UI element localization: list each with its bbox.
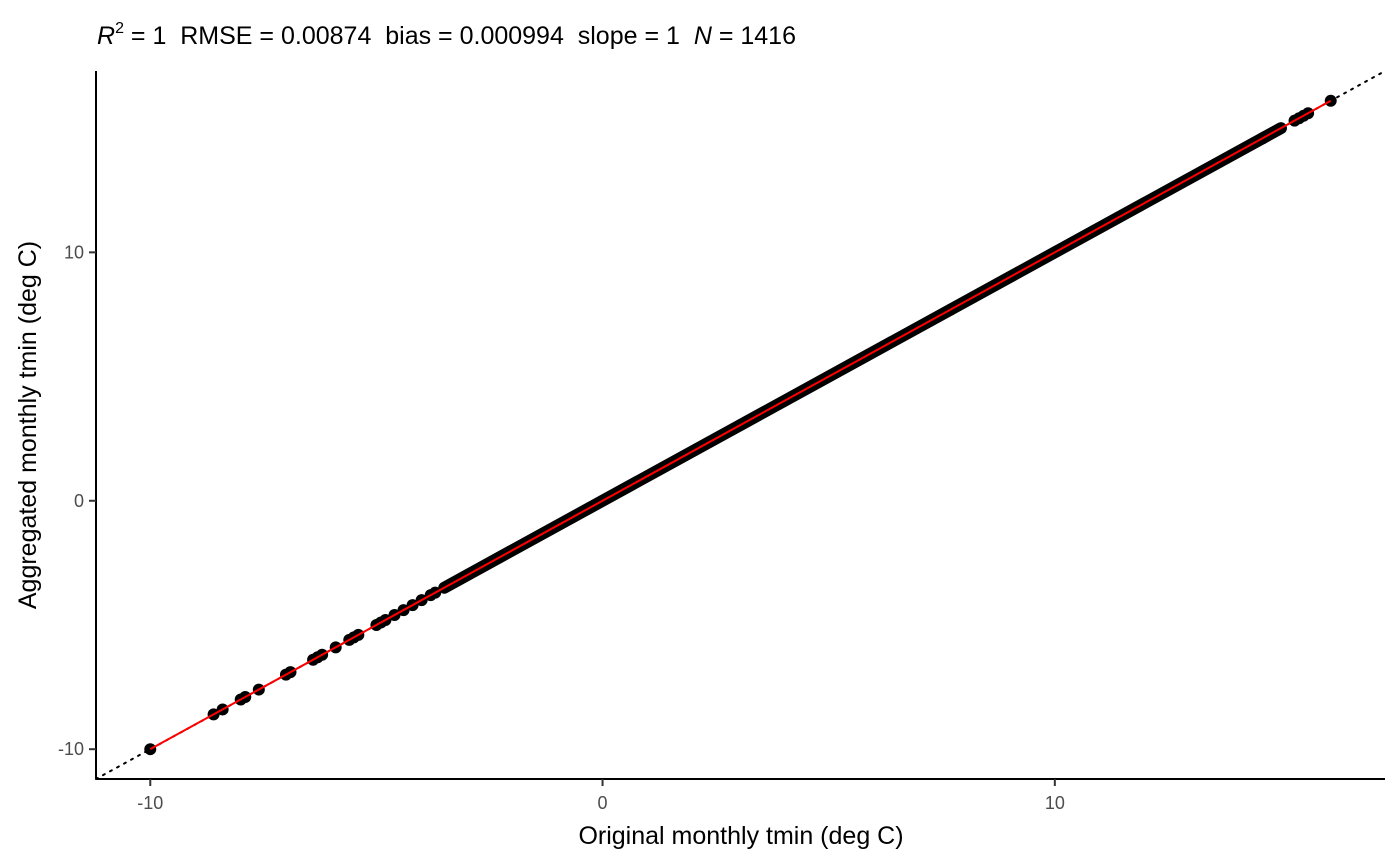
y-axis-title: Aggregated monthly tmin (deg C) <box>14 241 42 609</box>
fit-line <box>149 99 1332 751</box>
r-symbol: R <box>97 22 115 50</box>
x-tick-label: 10 <box>1045 793 1065 813</box>
n-value: = 1416 <box>712 22 796 50</box>
stats-text: = 1 RMSE = 0.00874 bias = 0.000994 slope… <box>124 22 694 50</box>
x-tick-label: -10 <box>137 793 163 813</box>
x-tick-label: 0 <box>598 793 608 813</box>
r-exponent: 2 <box>115 20 124 37</box>
chart-title: R2 = 1 RMSE = 0.00874 bias = 0.000994 sl… <box>97 20 796 50</box>
x-axis-title: Original monthly tmin (deg C) <box>578 822 903 850</box>
y-axis-ticks: -10 0 10 <box>58 242 96 759</box>
y-tick-label: 0 <box>74 491 84 511</box>
x-axis-ticks: -10 0 10 <box>137 779 1065 813</box>
regression-fit-line <box>149 99 1332 751</box>
y-tick-label: 10 <box>64 242 84 262</box>
n-symbol: N <box>694 22 713 50</box>
data-point <box>144 743 157 756</box>
y-tick-label: -10 <box>58 739 84 759</box>
